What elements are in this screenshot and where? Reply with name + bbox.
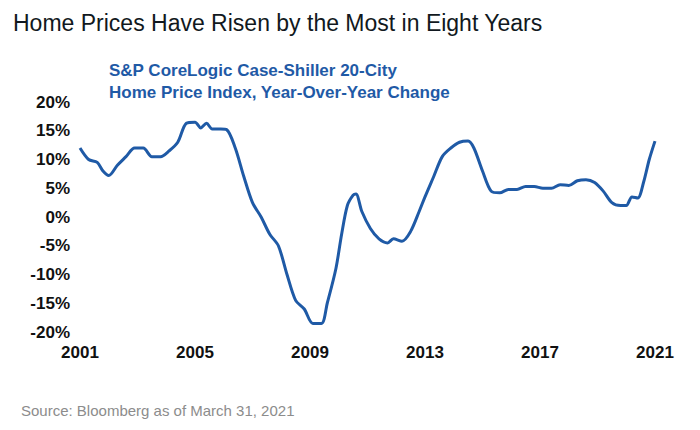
svg-text:-15%: -15% <box>30 294 70 313</box>
svg-text:10%: 10% <box>36 150 70 169</box>
svg-text:2017: 2017 <box>521 343 559 362</box>
svg-text:2005: 2005 <box>176 343 214 362</box>
svg-text:2009: 2009 <box>291 343 329 362</box>
svg-text:0%: 0% <box>45 208 70 227</box>
svg-text:S&P CoreLogic Case-Shiller 20-: S&P CoreLogic Case-Shiller 20-City <box>109 61 397 80</box>
svg-text:-5%: -5% <box>40 236 70 255</box>
svg-text:2021: 2021 <box>636 343 674 362</box>
svg-text:-10%: -10% <box>30 265 70 284</box>
svg-text:Home Prices Have Risen by the: Home Prices Have Risen by the Most in Ei… <box>13 10 542 36</box>
svg-text:-20%: -20% <box>30 323 70 342</box>
svg-text:15%: 15% <box>36 121 70 140</box>
svg-text:Source: Bloomberg as of March: Source: Bloomberg as of March 31, 2021 <box>21 402 295 419</box>
svg-text:2001: 2001 <box>61 343 99 362</box>
svg-text:2013: 2013 <box>406 343 444 362</box>
svg-text:Home Price Index, Year-Over-Ye: Home Price Index, Year-Over-Year Change <box>109 83 450 102</box>
svg-text:5%: 5% <box>45 179 70 198</box>
svg-text:20%: 20% <box>36 93 70 112</box>
